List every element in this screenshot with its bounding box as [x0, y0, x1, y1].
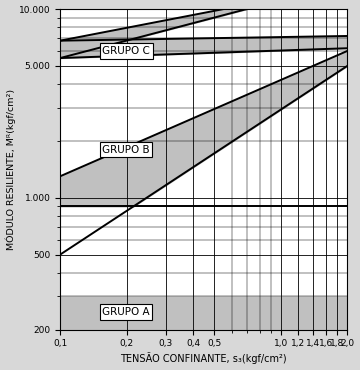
Y-axis label: MÓDULO RESILIENTE, Mᴿ(kgf/cm²): MÓDULO RESILIENTE, Mᴿ(kgf/cm²): [5, 89, 16, 250]
X-axis label: TENSÃO CONFINANTE, s₃(kgf/cm²): TENSÃO CONFINANTE, s₃(kgf/cm²): [121, 353, 287, 364]
Text: GRUPO A: GRUPO A: [102, 307, 150, 317]
Text: GRUPO C: GRUPO C: [102, 46, 150, 56]
Text: GRUPO B: GRUPO B: [102, 145, 150, 155]
